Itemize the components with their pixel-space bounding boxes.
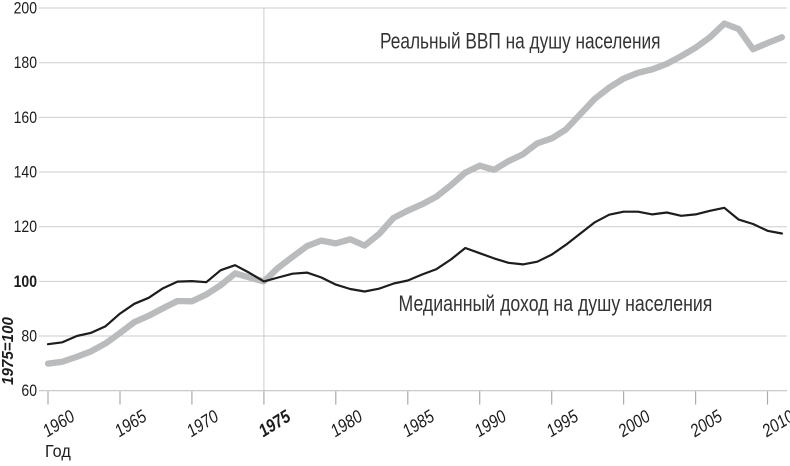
svg-text:Год: Год xyxy=(45,441,71,461)
svg-text:180: 180 xyxy=(14,54,37,72)
svg-text:100: 100 xyxy=(14,273,37,291)
svg-text:Реальный ВВП на душу населения: Реальный ВВП на душу населения xyxy=(380,30,661,54)
svg-text:160: 160 xyxy=(14,109,37,127)
svg-text:60: 60 xyxy=(21,382,37,400)
svg-text:140: 140 xyxy=(14,163,37,181)
svg-text:Медианный доход на душу населе: Медианный доход на душу населения xyxy=(399,292,713,316)
svg-text:1975=100: 1975=100 xyxy=(0,317,17,385)
svg-text:120: 120 xyxy=(14,218,37,236)
svg-text:80: 80 xyxy=(21,327,37,345)
svg-text:200: 200 xyxy=(14,0,37,18)
